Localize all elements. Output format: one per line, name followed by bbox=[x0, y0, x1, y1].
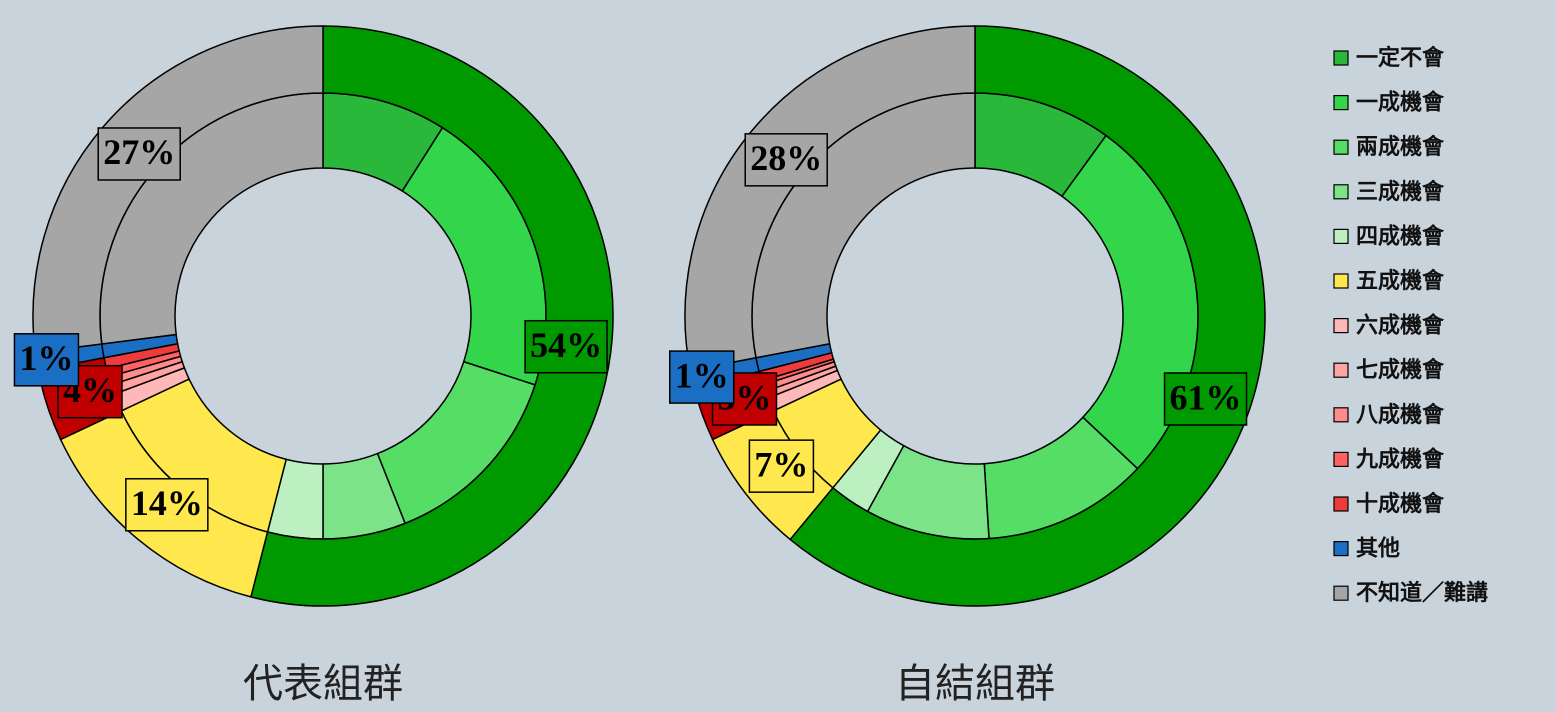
value-label: 1% bbox=[13, 333, 80, 387]
legend-swatch bbox=[1333, 228, 1349, 244]
value-label-text: 61% bbox=[1170, 377, 1242, 417]
outer-slice bbox=[249, 25, 614, 607]
outer-slice bbox=[789, 25, 1266, 607]
group-title: 自結組群 bbox=[895, 661, 1055, 707]
value-label-text: 14% bbox=[131, 483, 203, 523]
value-label-box bbox=[524, 319, 608, 374]
value-label-text: 1% bbox=[19, 338, 73, 378]
legend-swatch bbox=[1333, 273, 1349, 289]
value-label: 54% bbox=[524, 319, 608, 374]
value-label-box bbox=[744, 133, 828, 187]
legend-label: 六成機會 bbox=[1356, 313, 1445, 339]
legend-label: 四成機會 bbox=[1356, 223, 1445, 249]
value-label-box bbox=[13, 333, 80, 387]
value-label: 27% bbox=[97, 127, 181, 181]
legend-label: 三成機會 bbox=[1356, 179, 1445, 205]
legend-label: 七成機會 bbox=[1356, 357, 1445, 383]
legend-swatch bbox=[1333, 94, 1349, 111]
legend-swatch bbox=[1333, 50, 1349, 66]
value-label: 7% bbox=[748, 439, 815, 493]
value-label-box bbox=[1163, 372, 1248, 426]
legend-label: 一成機會 bbox=[1356, 90, 1445, 116]
legend-swatch bbox=[1333, 496, 1349, 512]
value-label: 28% bbox=[744, 133, 828, 187]
value-label-text: 54% bbox=[530, 325, 602, 365]
legend-swatch bbox=[1333, 451, 1349, 467]
outer-slice bbox=[32, 25, 324, 354]
legend-swatch bbox=[1333, 362, 1349, 378]
legend-swatch bbox=[1333, 407, 1349, 423]
legend-label: 一定不會 bbox=[1356, 45, 1445, 71]
legend-label: 兩成機會 bbox=[1356, 134, 1445, 160]
value-label-text: 28% bbox=[750, 138, 822, 178]
legend-swatch bbox=[1333, 540, 1349, 557]
value-label: 61% bbox=[1163, 372, 1248, 426]
legend-swatch bbox=[1333, 139, 1349, 155]
value-label-text: 27% bbox=[103, 132, 175, 172]
legend-swatch bbox=[1333, 585, 1349, 601]
value-label: 14% bbox=[125, 478, 209, 532]
legend-label: 五成機會 bbox=[1356, 268, 1445, 294]
outer-slice bbox=[684, 25, 976, 372]
legend-label: 八成機會 bbox=[1356, 402, 1445, 428]
legend-label: 九成機會 bbox=[1355, 446, 1445, 472]
legend-label: 不知道／難講 bbox=[1356, 580, 1488, 606]
value-label: 1% bbox=[668, 350, 735, 404]
value-label-box bbox=[668, 350, 735, 404]
value-label-text: 1% bbox=[675, 355, 729, 395]
legend-label: 其他 bbox=[1356, 537, 1400, 562]
value-label-box bbox=[748, 439, 815, 493]
value-label-box bbox=[97, 127, 181, 181]
value-label-box bbox=[125, 478, 209, 532]
group-title: 代表組群 bbox=[243, 661, 403, 707]
legend-label: 十成機會 bbox=[1356, 491, 1445, 517]
legend-swatch bbox=[1333, 318, 1349, 334]
legend-swatch bbox=[1333, 184, 1349, 200]
value-label-text: 7% bbox=[754, 444, 808, 484]
